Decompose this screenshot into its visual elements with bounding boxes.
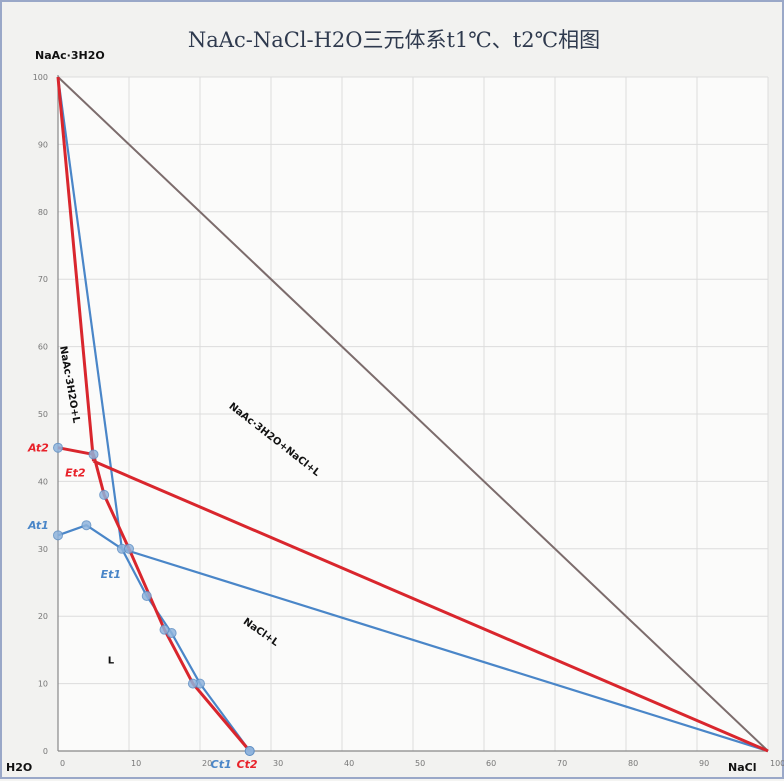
corner-label-origin: H2O xyxy=(6,761,32,774)
y-tick-label: 0 xyxy=(43,747,48,756)
x-tick-label: 70 xyxy=(557,759,567,768)
chart-title: NaAc-NaCl-H2O三元体系t1℃、t2℃相图 xyxy=(188,28,600,52)
x-tick-label: 100 xyxy=(770,759,784,768)
x-tick-label: 20 xyxy=(202,759,212,768)
label-At2: At2 xyxy=(27,442,49,455)
region-label-l: L xyxy=(108,655,115,666)
x-tick-label: 90 xyxy=(699,759,709,768)
label-Ct1: Ct1 xyxy=(211,758,232,771)
y-tick-label: 20 xyxy=(38,612,48,621)
tick-labels: 0 10 20 30 40 50 60 70 80 90 100 0 10 20 30 40 50 60 70 80 9… xyxy=(33,73,784,768)
x-tick-label: 10 xyxy=(131,759,141,768)
x-tick-label: 0 xyxy=(60,759,65,768)
data-point-t2 xyxy=(244,746,255,756)
x-tick-label: 40 xyxy=(344,759,354,768)
y-tick-label: 10 xyxy=(38,680,48,689)
x-tick-label: 60 xyxy=(486,759,496,768)
data-point-t1 xyxy=(81,520,92,531)
data-point-t2 xyxy=(99,489,110,500)
label-Et1: Et1 xyxy=(101,568,121,581)
x-tick-label: 50 xyxy=(415,759,425,768)
data-points xyxy=(53,442,255,756)
y-tick-label: 60 xyxy=(38,343,48,352)
data-point-t2 xyxy=(88,449,99,460)
tie-line-t2 xyxy=(56,76,95,462)
y-tick-label: 40 xyxy=(38,477,48,486)
y-tick-label: 90 xyxy=(38,140,48,149)
y-tick-label: 30 xyxy=(38,545,48,554)
data-point-t1 xyxy=(141,590,152,601)
data-point-t1 xyxy=(53,530,63,541)
tie-line-t2 xyxy=(92,459,769,753)
corner-label-top: NaAc·3H2O xyxy=(35,49,105,62)
label-Et2: Et2 xyxy=(65,467,86,480)
y-tick-label: 80 xyxy=(38,208,48,217)
label-Ct2: Ct2 xyxy=(237,758,258,771)
axes xyxy=(57,75,768,752)
tie-line-t1 xyxy=(121,547,769,753)
data-point-t2 xyxy=(124,543,134,554)
x-tick-label: 30 xyxy=(273,759,283,768)
data-point-t2 xyxy=(187,678,198,689)
label-At1: At1 xyxy=(27,519,49,532)
data-point-t2 xyxy=(159,624,170,635)
data-point-t2 xyxy=(53,442,63,453)
y-tick-label: 70 xyxy=(38,275,48,284)
corner-label-right: NaCl xyxy=(728,761,756,774)
y-tick-label: 50 xyxy=(38,410,48,419)
y-tick-label: 100 xyxy=(33,73,48,82)
x-tick-label: 80 xyxy=(628,759,638,768)
boundary-line xyxy=(57,76,769,752)
